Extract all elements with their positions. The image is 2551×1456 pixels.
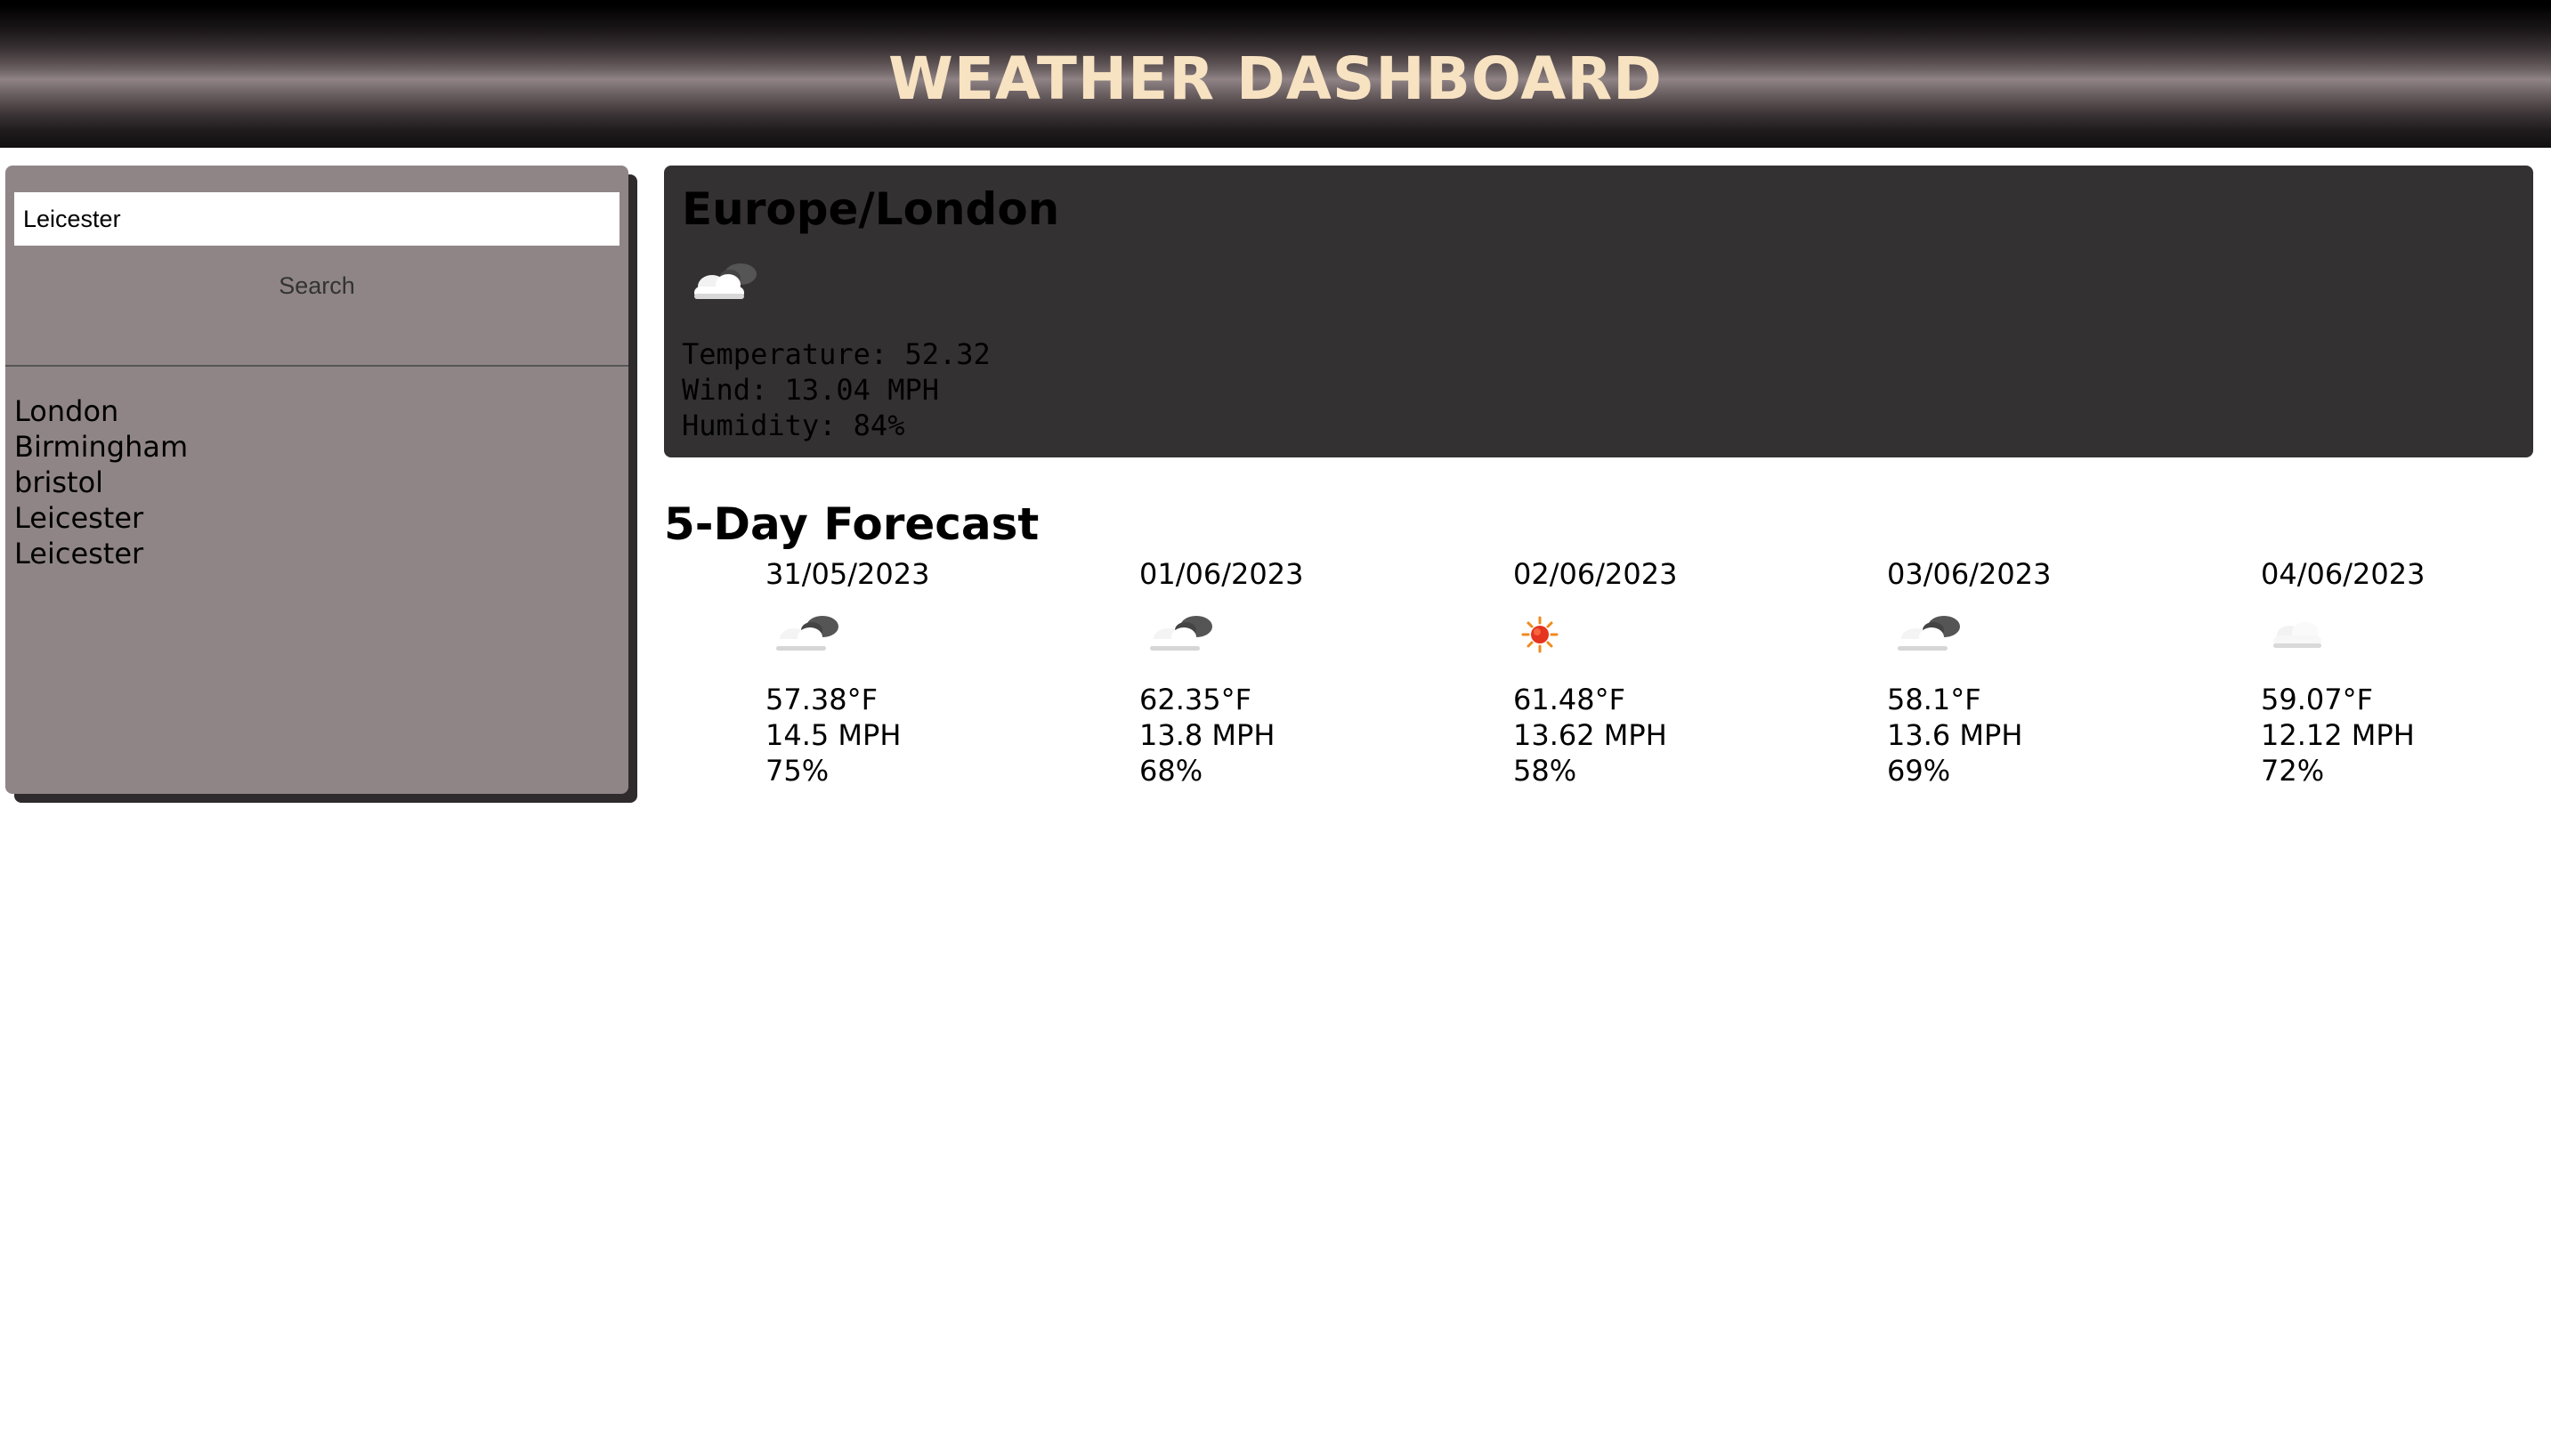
history-item[interactable]: Birmingham xyxy=(14,430,189,464)
forecast-wind: 14.5 MPH xyxy=(765,718,902,752)
forecast-temp: 58.1°F xyxy=(1887,683,1981,716)
partly-cloudy-icon xyxy=(1887,605,2154,669)
forecast-temp: 62.35°F xyxy=(1139,683,1252,716)
forecast-humidity: 75% xyxy=(765,754,830,788)
forecast-wind: 13.62 MPH xyxy=(1513,718,1667,752)
forecast-humidity: 72% xyxy=(2261,754,2325,788)
current-location: Europe/London xyxy=(682,183,1060,235)
forecast-date: 31/05/2023 xyxy=(765,557,930,591)
history-item[interactable]: Leicester xyxy=(14,501,144,535)
current-humidity: Humidity: 84% xyxy=(682,408,905,442)
current-wind: Wind: 13.04 MPH xyxy=(682,373,939,407)
current-weather-panel: Europe/London Temperature: 52.32 Wind: 1… xyxy=(664,166,2533,457)
forecast-wind: 13.8 MPH xyxy=(1139,718,1276,752)
cloud-icon xyxy=(2261,605,2528,669)
search-history-list: London Birmingham bristol Leicester Leic… xyxy=(14,393,188,571)
forecast-card: 02/06/2023 61.48°F 13.62 MPH 58% xyxy=(1513,552,1780,789)
forecast-card: 04/06/2023 59.07°F 12.12 MPH 72% xyxy=(2261,552,2528,789)
forecast-date: 04/06/2023 xyxy=(2261,557,2425,591)
sidebar: Search London Birmingham bristol Leicest… xyxy=(5,166,628,794)
history-item[interactable]: bristol xyxy=(14,465,104,499)
search-button[interactable]: Search xyxy=(5,263,628,308)
forecast-humidity: 58% xyxy=(1513,754,1577,788)
forecast-temp: 59.07°F xyxy=(2261,683,2374,716)
page-title: WEATHER DASHBOARD xyxy=(888,44,1663,113)
current-stats: Temperature: 52.32 Wind: 13.04 MPH Humid… xyxy=(682,336,991,443)
current-temperature: Temperature: 52.32 xyxy=(682,337,991,371)
forecast-humidity: 68% xyxy=(1139,754,1203,788)
forecast-humidity: 69% xyxy=(1887,754,1951,788)
sidebar-divider xyxy=(5,365,628,367)
forecast-temp: 61.48°F xyxy=(1513,683,1626,716)
forecast-date: 02/06/2023 xyxy=(1513,557,1678,591)
forecast-card: 31/05/2023 57.38°F 14.5 MPH 75% xyxy=(765,552,1033,789)
forecast-title: 5-Day Forecast xyxy=(664,498,1040,550)
forecast-wind: 12.12 MPH xyxy=(2261,718,2415,752)
history-item[interactable]: London xyxy=(14,394,119,428)
search-input[interactable] xyxy=(14,192,620,246)
sun-icon xyxy=(1513,605,1780,669)
app-header: WEATHER DASHBOARD xyxy=(0,0,2551,148)
partly-cloudy-icon xyxy=(685,255,765,311)
forecast-wind: 13.6 MPH xyxy=(1887,718,2023,752)
partly-cloudy-icon xyxy=(1139,605,1406,669)
forecast-card: 01/06/2023 62.35°F 13.8 MPH 68% xyxy=(1139,552,1406,789)
forecast-date: 03/06/2023 xyxy=(1887,557,2052,591)
forecast-temp: 57.38°F xyxy=(765,683,879,716)
forecast-date: 01/06/2023 xyxy=(1139,557,1304,591)
history-item[interactable]: Leicester xyxy=(14,537,144,570)
partly-cloudy-icon xyxy=(765,605,1033,669)
forecast-card: 03/06/2023 58.1°F 13.6 MPH 69% xyxy=(1887,552,2154,789)
